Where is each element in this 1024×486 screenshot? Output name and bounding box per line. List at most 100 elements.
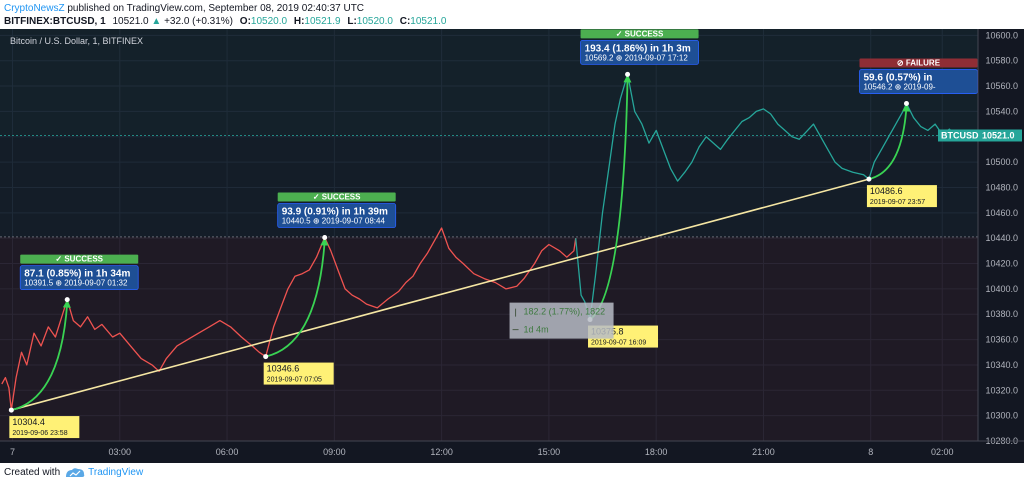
current-price-label [938, 129, 1022, 142]
price-tick-label: 10500.0 [985, 157, 1018, 167]
price-tick-label: 10480.0 [985, 182, 1018, 192]
move-annotation-sub: 10440.5 ⊕ 2019-09-07 08:44 [282, 217, 386, 226]
low-callout-price: 10486.6 [870, 186, 903, 196]
trend-line[interactable] [11, 178, 870, 411]
low-callout-box[interactable] [9, 416, 80, 439]
price-tick-label: 10540.0 [985, 106, 1018, 116]
price-line-up [575, 73, 964, 321]
low-label: L: [347, 16, 357, 27]
time-tick-label: 02:00 [931, 447, 954, 457]
move-annotation-box[interactable] [859, 69, 978, 94]
current-price-symbol: BTCUSD [941, 130, 979, 140]
price-zones [0, 29, 978, 441]
time-tick-label: 12:00 [430, 447, 453, 457]
low-callout-price: 10304.4 [12, 417, 45, 427]
footer: Created with TradingView [4, 467, 143, 479]
move-annotation-box[interactable] [19, 265, 139, 291]
tradingview-link[interactable]: TradingView [88, 467, 144, 478]
time-tick-label: 03:00 [109, 447, 132, 457]
low-value: 10520.0 [356, 16, 393, 27]
move-annotation-box[interactable] [580, 39, 699, 65]
chart-area[interactable]: ✓ SUCCESS 87.1 (0.85%) in 1h 34m 10391.5 ⊕… [0, 29, 1024, 463]
measure-box[interactable] [509, 302, 614, 339]
symbol-line: BITFINEX:BTCUSD, 1 10521.0 ▲ +32.0 (+0.3… [4, 16, 446, 28]
price-tick-label: 10320.0 [985, 385, 1018, 395]
move-arrow[interactable] [265, 237, 329, 358]
result-bar [277, 192, 396, 202]
publish-info: published on TradingView.com, September … [67, 3, 365, 14]
result-bar [580, 29, 699, 39]
low-callout-date: 2019-09-07 07:05 [267, 377, 322, 384]
price-tick-label: 10340.0 [985, 360, 1018, 370]
last-price: 10521.0 [112, 16, 149, 27]
result-bar [859, 58, 978, 68]
price-tick-label: 10420.0 [985, 259, 1018, 269]
axes: 10280.010300.010320.010340.010360.010380… [0, 29, 1024, 463]
high-value: 10521.9 [304, 16, 341, 27]
created-with-text: Created with [4, 467, 61, 478]
price-tick-label: 10400.0 [985, 284, 1018, 294]
move-annotation-text: 193.4 (1.86%) in 1h 3m [585, 43, 691, 54]
price-tick-label: 10360.0 [985, 335, 1018, 345]
price-tick-label: 10460.0 [985, 208, 1018, 218]
low-callout-date: 2019-09-07 23:57 [870, 199, 925, 206]
price-change: +32.0 (+0.31%) [164, 16, 234, 27]
zone-middle [0, 135, 978, 237]
move-annotation-text: 87.1 (0.85%) in 1h 34m [24, 269, 130, 280]
low-callout-price: 10346.6 [267, 364, 300, 374]
chart-title: Bitcoin / U.S. Dollar, 1, BITFINEX [10, 36, 143, 46]
measure-tool[interactable]: 182.2 (1.77%), 1822 1d 4m [509, 302, 614, 339]
time-tick-label: 21:00 [752, 447, 775, 457]
target-point [903, 101, 909, 107]
trendline-layer[interactable] [11, 178, 870, 411]
time-tick-label: 09:00 [323, 447, 346, 457]
price-tick-label: 10300.0 [985, 411, 1018, 421]
move-annotation-sub: 10569.2 ⊕ 2019-09-07 17:12 [585, 53, 689, 62]
zone-lower [0, 236, 978, 441]
time-tick-label: 15:00 [538, 447, 561, 457]
close-value: 10521.0 [410, 16, 447, 27]
measure-line2: 1d 4m [524, 325, 549, 335]
publish-line: CryptoNewsZ published on TradingView.com… [4, 3, 364, 15]
tradingview-logo-icon [66, 468, 85, 477]
price-tick-label: 10440.0 [985, 233, 1018, 243]
grid [0, 29, 978, 442]
author-link[interactable]: CryptoNewsZ [4, 3, 65, 14]
current-price-value: 10521.0 [982, 130, 1015, 140]
result-label: ⊘ FAILURE [897, 59, 941, 68]
move-annotation-sub: 10391.5 ⊕ 2019-09-07 01:32 [24, 279, 128, 288]
low-point [866, 176, 872, 182]
low-callout-box[interactable] [263, 362, 334, 385]
target-point [322, 235, 328, 241]
price-axis-bg [978, 29, 1024, 463]
result-label: ✓ SUCCESS [313, 193, 361, 202]
target-point [64, 297, 70, 303]
horizontal-lines [0, 134, 978, 238]
close-label: C: [399, 16, 411, 27]
low-callout-box[interactable] [866, 185, 937, 208]
open-label: O: [239, 16, 251, 27]
move-arrow[interactable] [868, 103, 911, 180]
high-label: H: [293, 16, 305, 27]
measure-line1: 182.2 (1.77%), 1822 [524, 307, 606, 317]
move-annotation-box[interactable] [277, 203, 397, 228]
price-tick-label: 10560.0 [985, 81, 1018, 91]
price-tick-label: 10580.0 [985, 56, 1018, 66]
time-tick-label: 8 [868, 447, 873, 457]
move-annotation-text: 93.9 (0.91%) in 1h 39m [282, 207, 388, 218]
low-callout-date: 2019-09-07 16:09 [591, 340, 646, 347]
time-tick-label: 06:00 [216, 447, 239, 457]
zone-upper [0, 29, 978, 136]
change-up-icon: ▲ [151, 16, 162, 27]
move-annotation-sub: 10546.2 ⊕ 2019-09- [863, 83, 935, 92]
low-point [8, 407, 14, 413]
low-point [263, 354, 269, 360]
move-arrow[interactable] [11, 299, 71, 411]
move-annotation-text: 59.6 (0.57%) in [863, 73, 932, 84]
open-value: 10520.0 [250, 16, 288, 27]
price-tick-label: 10600.0 [985, 30, 1018, 40]
price-tick-label: 10380.0 [985, 309, 1018, 319]
result-label: ✓ SUCCESS [55, 255, 103, 264]
time-tick-label: 7 [10, 447, 15, 457]
